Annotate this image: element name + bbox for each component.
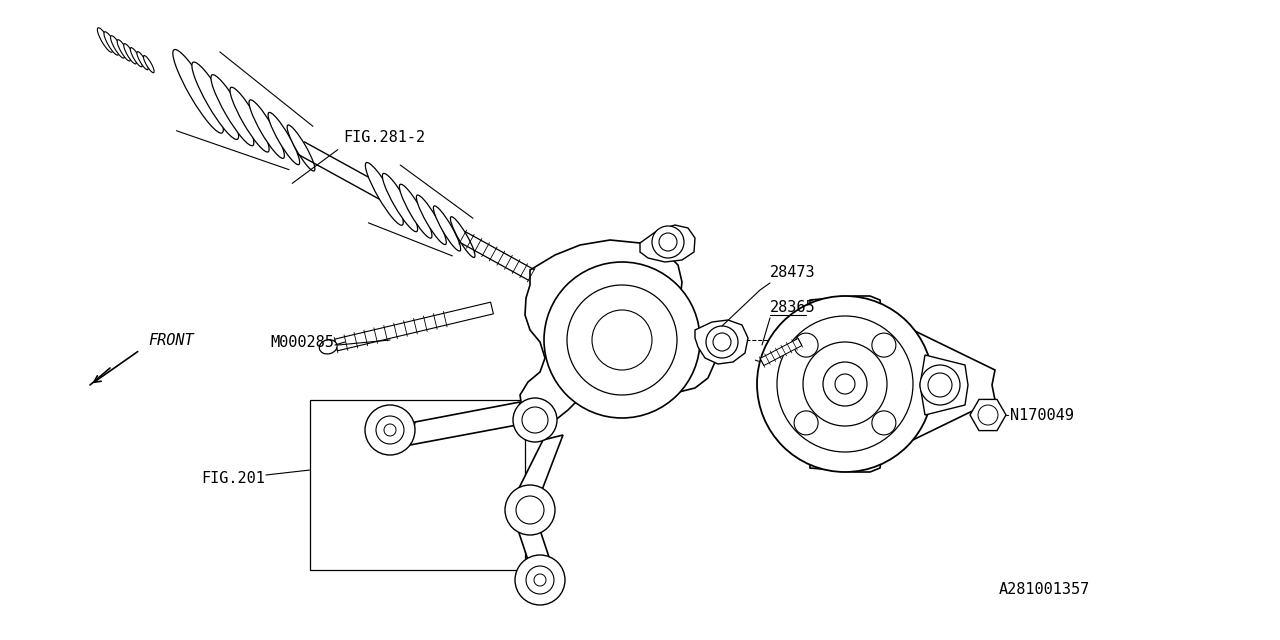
Ellipse shape: [230, 87, 269, 152]
Ellipse shape: [268, 113, 300, 164]
Ellipse shape: [131, 47, 142, 67]
Polygon shape: [920, 355, 968, 415]
Circle shape: [928, 373, 952, 397]
Polygon shape: [520, 240, 716, 422]
Circle shape: [707, 326, 739, 358]
Ellipse shape: [110, 36, 124, 58]
Circle shape: [513, 398, 557, 442]
Text: 28365: 28365: [771, 300, 815, 315]
Circle shape: [534, 574, 547, 586]
Circle shape: [659, 233, 677, 251]
Circle shape: [794, 411, 818, 435]
Circle shape: [544, 262, 700, 418]
Circle shape: [365, 405, 415, 455]
Ellipse shape: [192, 62, 238, 140]
Ellipse shape: [118, 40, 131, 61]
Text: FIG.201: FIG.201: [201, 470, 265, 486]
Circle shape: [794, 333, 818, 357]
Circle shape: [376, 416, 404, 444]
Circle shape: [384, 424, 396, 436]
Circle shape: [652, 226, 684, 258]
Circle shape: [835, 374, 855, 394]
Circle shape: [516, 496, 544, 524]
Ellipse shape: [104, 32, 119, 55]
Text: FRONT: FRONT: [148, 333, 193, 348]
Polygon shape: [518, 435, 563, 490]
Ellipse shape: [173, 49, 224, 133]
Ellipse shape: [365, 163, 403, 225]
Ellipse shape: [383, 173, 417, 232]
Ellipse shape: [434, 206, 461, 251]
Circle shape: [522, 407, 548, 433]
Circle shape: [713, 333, 731, 351]
Text: FIG.281-2: FIG.281-2: [343, 130, 425, 145]
Polygon shape: [334, 302, 493, 351]
Ellipse shape: [124, 44, 137, 64]
Polygon shape: [518, 530, 550, 560]
Circle shape: [506, 485, 556, 535]
Circle shape: [777, 316, 913, 452]
Text: A281001357: A281001357: [998, 582, 1091, 598]
Circle shape: [823, 362, 867, 406]
Polygon shape: [760, 339, 801, 365]
Circle shape: [872, 333, 896, 357]
Circle shape: [803, 342, 887, 426]
Polygon shape: [640, 225, 695, 262]
Ellipse shape: [250, 100, 284, 158]
Polygon shape: [410, 402, 520, 445]
Ellipse shape: [287, 125, 315, 171]
Ellipse shape: [137, 52, 148, 70]
Ellipse shape: [319, 340, 337, 354]
Circle shape: [872, 411, 896, 435]
Polygon shape: [810, 296, 995, 472]
Text: 28473: 28473: [771, 265, 815, 280]
Circle shape: [756, 296, 933, 472]
Circle shape: [515, 555, 564, 605]
Ellipse shape: [97, 28, 113, 52]
Bar: [310, 400, 525, 570]
Ellipse shape: [416, 195, 447, 244]
Circle shape: [593, 310, 652, 370]
Ellipse shape: [143, 56, 154, 73]
Text: N170049: N170049: [1010, 408, 1074, 422]
Circle shape: [567, 285, 677, 395]
Ellipse shape: [211, 75, 253, 146]
Ellipse shape: [399, 184, 431, 238]
Circle shape: [920, 365, 960, 405]
Circle shape: [526, 566, 554, 594]
Polygon shape: [695, 320, 748, 364]
Circle shape: [978, 405, 998, 425]
Text: M000285: M000285: [270, 335, 334, 349]
Ellipse shape: [451, 217, 475, 257]
